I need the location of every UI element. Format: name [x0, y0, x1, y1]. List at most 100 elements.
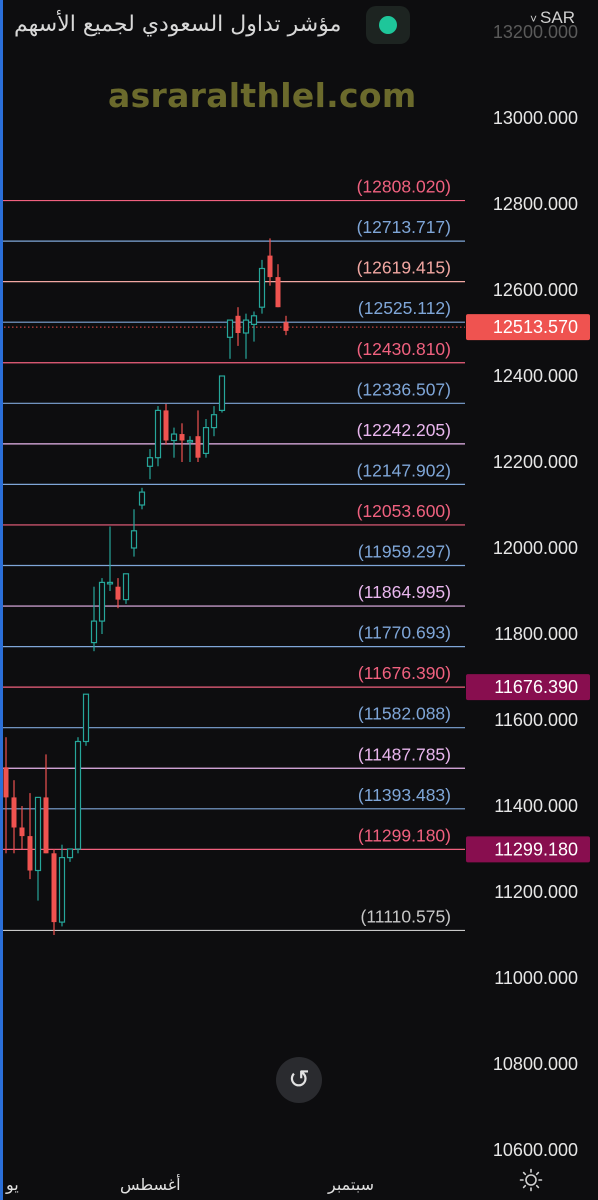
candle	[186, 436, 194, 462]
candle	[130, 509, 138, 557]
candle-body	[66, 848, 74, 859]
candle	[122, 573, 130, 604]
candle	[163, 403, 169, 445]
candle	[179, 423, 185, 462]
candle	[58, 844, 66, 927]
candle	[283, 315, 289, 336]
candle	[210, 406, 218, 437]
currency-label: SAR	[540, 8, 575, 27]
candle-body	[82, 693, 90, 743]
time-axis[interactable]: يو أغسطس سبتمبر	[5, 1174, 374, 1195]
candle-body	[250, 315, 258, 325]
candle	[43, 754, 49, 854]
candle	[51, 849, 57, 935]
left-edge-bar	[0, 0, 3, 1200]
price-axis[interactable]: 13200.000 13000.000 12800.000 12600.000 1240…	[493, 22, 578, 1160]
fib-level-label: (12147.902)	[357, 460, 451, 480]
candle	[195, 410, 201, 462]
price-badge-bg	[466, 674, 590, 701]
status-toggle[interactable]	[366, 6, 410, 44]
candle	[90, 586, 98, 652]
candle-body	[90, 620, 98, 644]
candle-body	[51, 853, 57, 923]
chevron-down-icon: ˅	[530, 12, 538, 26]
price-badge: 11299.180	[466, 836, 590, 863]
candle-body	[283, 322, 289, 331]
price-tick-label: 12000.000	[493, 538, 578, 558]
fib-level-label: (11770.693)	[358, 623, 451, 643]
price-badge: 11676.390	[466, 674, 590, 701]
candle-body	[11, 797, 17, 828]
candle	[267, 238, 273, 286]
price-badge-bg	[466, 836, 590, 863]
fib-level-label: (11959.297)	[358, 542, 451, 562]
candle	[235, 307, 241, 346]
candle	[98, 578, 106, 634]
price-tick-label: 12800.000	[493, 194, 578, 214]
candle-body	[202, 427, 210, 455]
candle-body	[242, 319, 250, 334]
candle	[115, 578, 121, 609]
candle	[19, 806, 25, 849]
candle	[154, 406, 162, 467]
fib-level-label: (12619.415)	[357, 258, 451, 278]
currency-selector[interactable]: ˅ SAR	[530, 8, 575, 28]
candle-body	[179, 434, 185, 441]
candle-body	[122, 573, 130, 601]
candle-body	[58, 856, 66, 923]
fib-level-label: (12808.020)	[357, 177, 451, 197]
fib-level-label: (11487.785)	[358, 744, 451, 764]
candle-body	[218, 375, 226, 412]
chart-header: مؤشر تداول السعودي لجميع الأسهم ˅ SAR	[0, 0, 598, 52]
price-badge-label: 12513.570	[493, 317, 578, 337]
fib-levels: (12808.020) (12713.717) (12619.415) (12525.…	[0, 177, 465, 932]
candle	[74, 737, 82, 854]
candle	[275, 264, 281, 308]
price-tick-label: 13200.000	[493, 22, 578, 42]
price-tick-label: 12400.000	[493, 366, 578, 386]
price-tick-label: 11000.000	[494, 968, 578, 988]
candle-body	[163, 410, 169, 441]
candle-body	[275, 277, 281, 308]
fib-level-label: (12242.205)	[357, 420, 451, 440]
candle	[34, 796, 42, 901]
candle-body	[195, 436, 201, 458]
candle-body	[43, 797, 49, 854]
price-tick-label: 11200.000	[494, 882, 578, 902]
fib-level-label: (11299.180)	[358, 825, 451, 845]
time-axis-label: سبتمبر	[327, 1175, 374, 1195]
time-axis-label: أغسطس	[120, 1174, 181, 1195]
price-tick-label: 10800.000	[493, 1054, 578, 1074]
price-badges: 12513.570 11676.390 11299.180	[466, 314, 590, 863]
fib-level-label: (12525.112)	[358, 298, 451, 318]
fib-level-label: (11864.995)	[358, 582, 451, 602]
candle	[138, 487, 146, 510]
price-tick-label: 11600.000	[494, 710, 578, 730]
candle-body	[258, 267, 266, 308]
price-badge-bg	[466, 314, 590, 341]
price-tick-label: 13000.000	[493, 108, 578, 128]
fib-level-label: (12430.810)	[357, 339, 451, 359]
candle-body	[267, 255, 273, 278]
status-dot-icon	[379, 16, 397, 34]
candle	[146, 449, 154, 480]
reset-chart-button[interactable]: ↺	[276, 1057, 322, 1103]
time-axis-label: يو	[5, 1175, 19, 1195]
price-tick-label: 11800.000	[494, 624, 578, 644]
candle	[202, 419, 210, 458]
price-tick-label: 10600.000	[493, 1140, 578, 1160]
candle	[82, 693, 90, 746]
price-badge-label: 11676.390	[494, 677, 578, 697]
price-tick-label: 12600.000	[493, 280, 578, 300]
candle	[242, 313, 250, 359]
candle	[11, 780, 17, 854]
candle-body	[146, 457, 154, 467]
chart-title: مؤشر تداول السعودي لجميع الأسهم	[14, 12, 342, 37]
candle	[250, 311, 258, 342]
settings-icon[interactable]	[519, 1168, 543, 1192]
candle-body	[130, 530, 138, 549]
candle	[218, 375, 226, 413]
candle-body	[154, 409, 162, 459]
candle-body	[34, 796, 42, 872]
